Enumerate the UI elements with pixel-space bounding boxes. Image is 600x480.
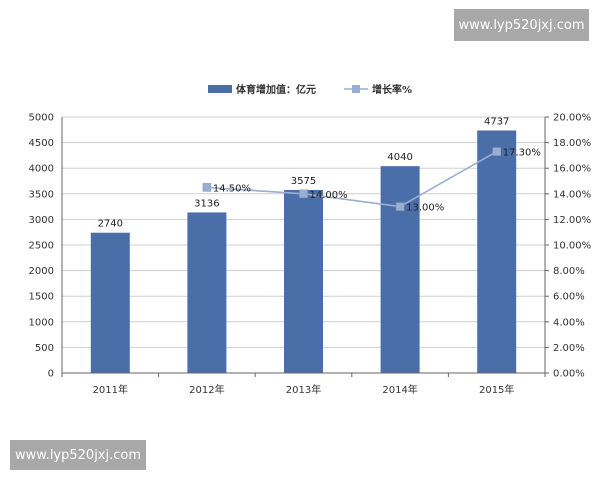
y-left-tick-label: 4500 <box>29 138 54 149</box>
growth-rate-marker <box>492 147 501 156</box>
y-left-tick-label: 0 <box>48 369 54 380</box>
legend: 体育增加值：亿元 增长率% <box>208 83 412 96</box>
growth-rate-label: 14.50% <box>213 183 251 194</box>
bar-value-label: 2740 <box>98 219 123 230</box>
y-left-tick-label: 4000 <box>29 164 54 175</box>
growth-rate-label: 14.00% <box>310 190 348 201</box>
y-left-tick-label: 5000 <box>29 113 54 124</box>
legend-line-marker <box>352 85 360 93</box>
bar <box>380 166 420 373</box>
growth-rate-line <box>206 150 498 208</box>
y-right-tick-label: 20.00% <box>553 113 591 124</box>
legend-bar-label: 体育增加值：亿元 <box>236 83 316 96</box>
growth-rate-marker <box>395 202 405 211</box>
bar-series <box>90 130 517 373</box>
y-right-tick-label: 18.00% <box>553 138 591 149</box>
y-right-tick-label: 2.00% <box>553 343 585 354</box>
y-left-tick-label: 2500 <box>29 241 54 252</box>
bar <box>90 232 130 373</box>
bar-value-label: 3575 <box>291 176 316 187</box>
y-left-tick-label: 3500 <box>29 189 54 200</box>
watermark-top: www.lyp520jxj.com <box>454 9 589 41</box>
y-left-tick-label: 2000 <box>29 266 54 277</box>
y-left-tick-label: 3000 <box>29 215 54 226</box>
line-series <box>202 147 501 211</box>
x-tick-label: 2012年 <box>189 383 224 396</box>
y-right-tick-label: 0.00% <box>553 369 585 380</box>
y-right-tick-label: 16.00% <box>553 164 591 175</box>
y-right-tick-label: 12.00% <box>553 215 591 226</box>
legend-line-label: 增长率% <box>372 83 412 96</box>
y-left-tick-label: 1000 <box>29 317 54 328</box>
bar <box>187 212 227 373</box>
axes: 0 500 1000 1500 2000 2500 3000 3500 4000 4500 5000… <box>29 113 592 397</box>
x-tick-label: 2015年 <box>479 383 514 396</box>
legend-bar-swatch <box>208 85 232 93</box>
x-tick-label: 2011年 <box>93 383 128 396</box>
y-right-tick-label: 4.00% <box>553 317 585 328</box>
y-right-tick-label: 10.00% <box>553 241 591 252</box>
x-tick-label: 2013年 <box>286 383 321 396</box>
data-labels: 2740 3136 3575 4040 4737 14.50% 14.00% 13.00% 17… <box>98 116 541 229</box>
x-tick-label: 2014年 <box>382 383 417 396</box>
y-left-tick-label: 1500 <box>29 292 54 303</box>
y-left-tick-label: 500 <box>35 343 54 354</box>
bar-value-label: 4040 <box>387 152 412 163</box>
y-right-tick-label: 14.00% <box>553 189 591 200</box>
growth-rate-label: 17.30% <box>503 148 541 159</box>
watermark-bottom: www.lyp520jxj.com <box>10 440 146 470</box>
bar <box>477 130 517 373</box>
bar <box>284 189 323 373</box>
growth-rate-marker <box>299 189 308 199</box>
growth-rate-marker <box>202 183 212 192</box>
bar-value-label: 3136 <box>194 198 219 209</box>
bar-value-label: 4737 <box>484 116 509 127</box>
y-right-tick-label: 6.00% <box>553 292 585 303</box>
growth-rate-label: 13.00% <box>406 203 444 214</box>
y-right-tick-label: 8.00% <box>553 266 585 277</box>
